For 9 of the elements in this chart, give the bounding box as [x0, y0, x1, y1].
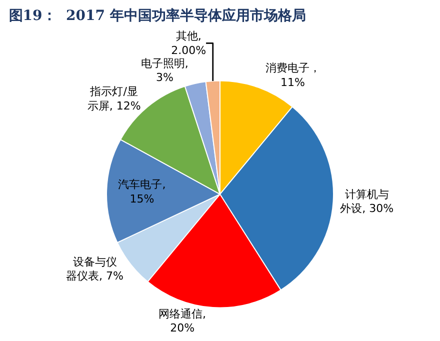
- slice-label: 计算机与外设, 30%: [340, 188, 394, 216]
- slice-label: 网络通信, 20%: [158, 307, 206, 335]
- slice-label: 设备与仪器仪表, 7%: [66, 255, 124, 283]
- slice-label: 其他, 2.00%: [171, 30, 206, 57]
- chart-title: 图19： 2017 年中国功率半导体应用市场格局: [8, 7, 306, 24]
- slice-label: 电子照明, 3%: [140, 56, 188, 84]
- slice-label: 指示灯/显示屏, 12%: [87, 85, 141, 112]
- slice-label: 汽车电子, 15%: [118, 178, 166, 206]
- slice-label: 消费电子，11%: [265, 62, 320, 90]
